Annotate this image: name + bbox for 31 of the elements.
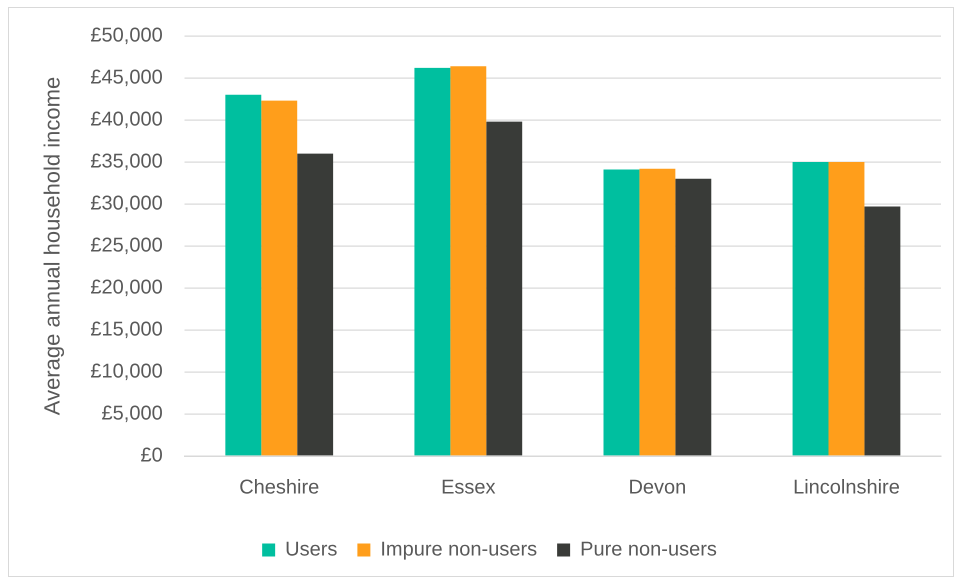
y-tick-label: £45,000: [90, 66, 163, 89]
y-tick-label: £0: [140, 444, 163, 467]
x-tick-label: Lincolnshire: [793, 476, 900, 499]
x-tick-label: Devon: [628, 476, 686, 499]
bar: [450, 66, 486, 456]
bar: [225, 94, 262, 456]
y-tick-label: £30,000: [90, 192, 163, 215]
y-tick-label: £40,000: [90, 108, 163, 131]
y-tick-label: £10,000: [90, 360, 163, 383]
y-tick-label: £20,000: [90, 276, 163, 299]
bar: [792, 162, 828, 456]
y-tick-label: £35,000: [90, 150, 163, 173]
y-tick-label: £5,000: [102, 402, 163, 425]
y-tick-label: £15,000: [90, 318, 163, 341]
legend-label: Pure non-users: [580, 538, 717, 561]
x-tick-label: Cheshire: [239, 476, 320, 499]
legend-label: Users: [285, 538, 338, 561]
bar: [261, 100, 298, 456]
legend-label: Impure non-users: [380, 538, 538, 561]
bar: [486, 122, 522, 456]
bar: [414, 68, 450, 456]
bar: [604, 170, 640, 456]
bar: [639, 168, 676, 456]
y-tick-label: £25,000: [90, 234, 163, 257]
bar: [297, 154, 334, 456]
bar: [828, 162, 864, 456]
x-tick-label: Essex: [441, 476, 496, 499]
bar: [864, 206, 900, 456]
y-tick-label: £50,000: [90, 24, 163, 47]
y-axis-title: Average annual household income: [39, 76, 64, 416]
bar: [675, 178, 712, 456]
